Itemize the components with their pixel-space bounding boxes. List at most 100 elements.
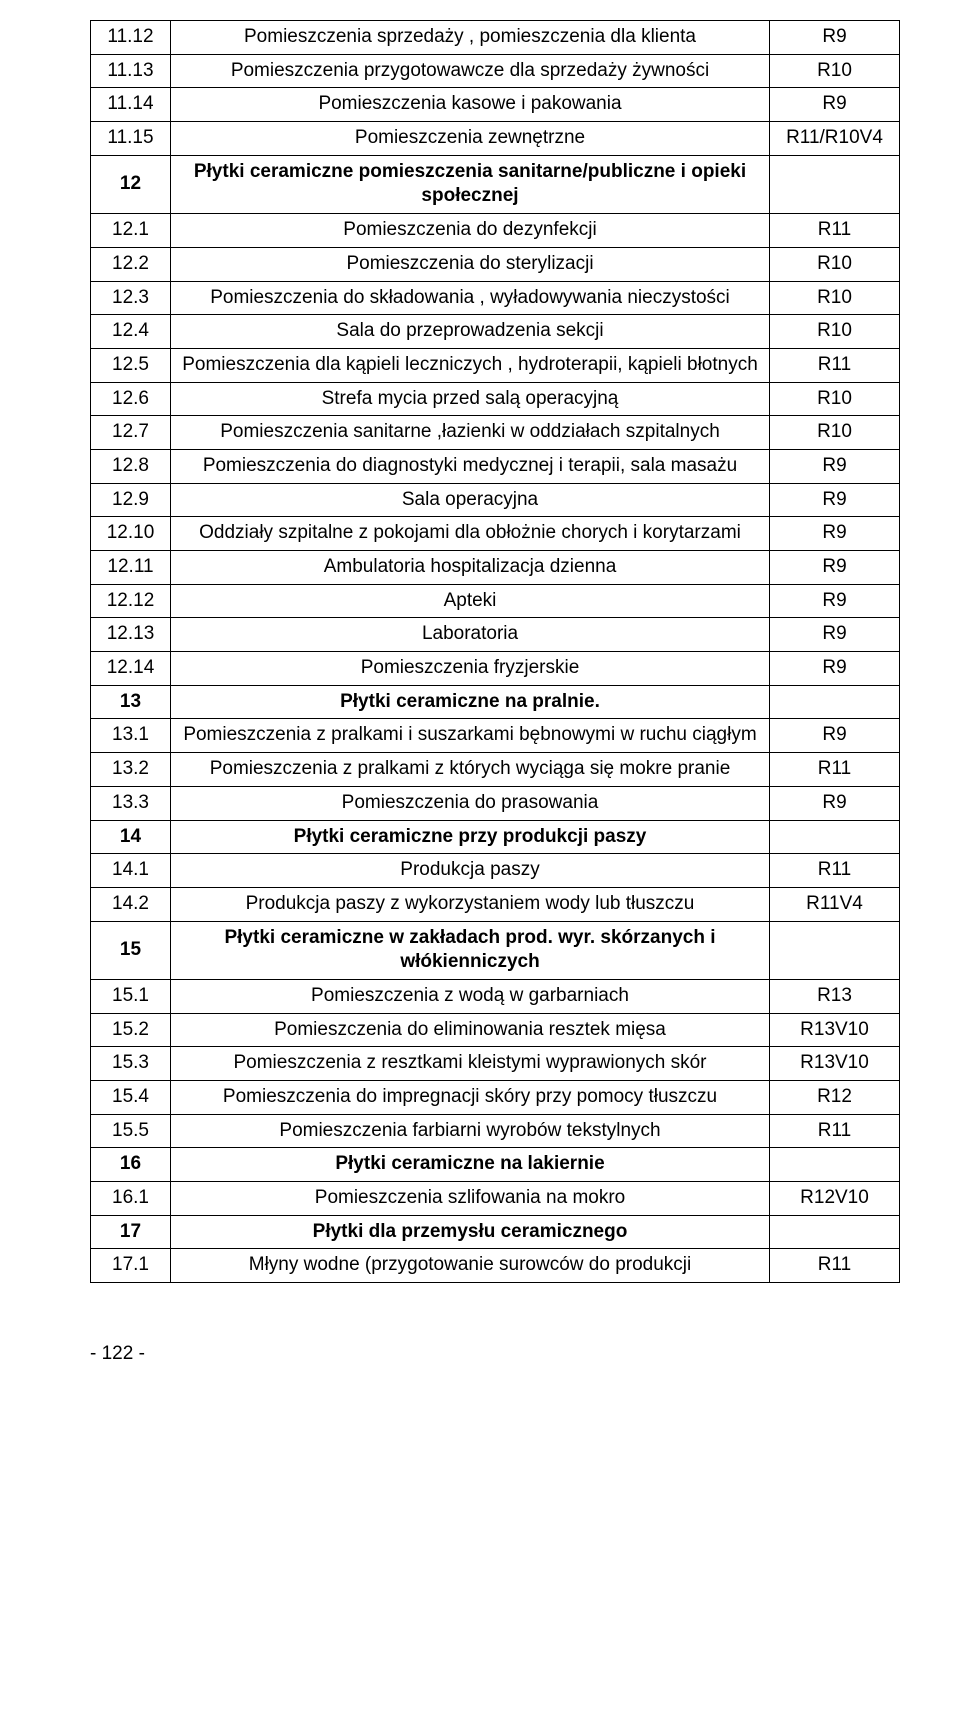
table-row: 15Płytki ceramiczne w zakładach prod. wy… [91, 921, 900, 979]
cell-code: 12.7 [91, 416, 171, 450]
cell-rvalue: R9 [770, 652, 900, 686]
table-row: 13.3Pomieszczenia do prasowaniaR9 [91, 786, 900, 820]
cell-description: Pomieszczenia sprzedaży , pomieszczenia … [171, 21, 770, 55]
cell-rvalue: R11 [770, 214, 900, 248]
table-row: 11.14Pomieszczenia kasowe i pakowaniaR9 [91, 88, 900, 122]
cell-description: Płytki ceramiczne pomieszczenia sanitarn… [171, 155, 770, 213]
cell-code: 12.10 [91, 517, 171, 551]
cell-description: Ambulatoria hospitalizacja dzienna [171, 551, 770, 585]
cell-code: 11.14 [91, 88, 171, 122]
cell-code: 12.6 [91, 382, 171, 416]
table-row: 17Płytki dla przemysłu ceramicznego [91, 1215, 900, 1249]
cell-description: Pomieszczenia do prasowania [171, 786, 770, 820]
table-row: 12.13LaboratoriaR9 [91, 618, 900, 652]
cell-rvalue: R9 [770, 551, 900, 585]
table-row: 15.4Pomieszczenia do impregnacji skóry p… [91, 1081, 900, 1115]
table-row: 14Płytki ceramiczne przy produkcji paszy [91, 820, 900, 854]
cell-description: Pomieszczenia z pralkami z których wycią… [171, 753, 770, 787]
cell-description: Apteki [171, 584, 770, 618]
table-row: 13.2Pomieszczenia z pralkami z których w… [91, 753, 900, 787]
cell-rvalue [770, 1215, 900, 1249]
document-page: 11.12Pomieszczenia sprzedaży , pomieszcz… [0, 0, 960, 1405]
cell-code: 15.3 [91, 1047, 171, 1081]
cell-description: Pomieszczenia do eliminowania resztek mi… [171, 1013, 770, 1047]
cell-code: 14 [91, 820, 171, 854]
cell-description: Pomieszczenia dla kąpieli leczniczych , … [171, 348, 770, 382]
cell-code: 15.5 [91, 1114, 171, 1148]
cell-code: 12.14 [91, 652, 171, 686]
cell-description: Płytki dla przemysłu ceramicznego [171, 1215, 770, 1249]
cell-description: Sala do przeprowadzenia sekcji [171, 315, 770, 349]
cell-description: Pomieszczenia szlifowania na mokro [171, 1182, 770, 1216]
table-row: 15.5Pomieszczenia farbiarni wyrobów teks… [91, 1114, 900, 1148]
cell-description: Pomieszczenia do sterylizacji [171, 247, 770, 281]
cell-description: Oddziały szpitalne z pokojami dla obłożn… [171, 517, 770, 551]
table-row: 12.14Pomieszczenia fryzjerskieR9 [91, 652, 900, 686]
cell-rvalue: R10 [770, 247, 900, 281]
cell-code: 12.5 [91, 348, 171, 382]
cell-code: 15 [91, 921, 171, 979]
table-row: 12.2Pomieszczenia do sterylizacjiR10 [91, 247, 900, 281]
table-row: 12.8Pomieszczenia do diagnostyki medyczn… [91, 449, 900, 483]
cell-rvalue: R11 [770, 1114, 900, 1148]
cell-code: 13.3 [91, 786, 171, 820]
cell-rvalue: R11 [770, 854, 900, 888]
cell-code: 11.13 [91, 54, 171, 88]
cell-description: Płytki ceramiczne w zakładach prod. wyr.… [171, 921, 770, 979]
cell-code: 12.2 [91, 247, 171, 281]
table-row: 11.13Pomieszczenia przygotowawcze dla sp… [91, 54, 900, 88]
cell-code: 11.12 [91, 21, 171, 55]
cell-code: 13 [91, 685, 171, 719]
cell-description: Pomieszczenia do diagnostyki medycznej i… [171, 449, 770, 483]
cell-code: 11.15 [91, 122, 171, 156]
cell-code: 12.12 [91, 584, 171, 618]
table-row: 16Płytki ceramiczne na lakiernie [91, 1148, 900, 1182]
cell-code: 16 [91, 1148, 171, 1182]
cell-code: 12.3 [91, 281, 171, 315]
table-row: 12.11Ambulatoria hospitalizacja dziennaR… [91, 551, 900, 585]
table-row: 13Płytki ceramiczne na pralnie. [91, 685, 900, 719]
cell-rvalue [770, 685, 900, 719]
cell-code: 14.1 [91, 854, 171, 888]
cell-description: Pomieszczenia do impregnacji skóry przy … [171, 1081, 770, 1115]
cell-description: Pomieszczenia do dezynfekcji [171, 214, 770, 248]
table-row: 12Płytki ceramiczne pomieszczenia sanita… [91, 155, 900, 213]
cell-code: 15.4 [91, 1081, 171, 1115]
cell-code: 12.8 [91, 449, 171, 483]
table-row: 15.2Pomieszczenia do eliminowania reszte… [91, 1013, 900, 1047]
table-row: 12.12AptekiR9 [91, 584, 900, 618]
table-row: 12.1Pomieszczenia do dezynfekcjiR11 [91, 214, 900, 248]
table-row: 13.1Pomieszczenia z pralkami i suszarkam… [91, 719, 900, 753]
cell-description: Pomieszczenia farbiarni wyrobów tekstyln… [171, 1114, 770, 1148]
table-row: 12.4Sala do przeprowadzenia sekcjiR10 [91, 315, 900, 349]
cell-code: 12.9 [91, 483, 171, 517]
table-row: 14.1Produkcja paszyR11 [91, 854, 900, 888]
table-row: 12.10Oddziały szpitalne z pokojami dla o… [91, 517, 900, 551]
cell-rvalue: R13V10 [770, 1047, 900, 1081]
cell-code: 12 [91, 155, 171, 213]
table-row: 15.3Pomieszczenia z resztkami kleistymi … [91, 1047, 900, 1081]
table-row: 16.1Pomieszczenia szlifowania na mokroR1… [91, 1182, 900, 1216]
cell-code: 17.1 [91, 1249, 171, 1283]
cell-rvalue: R12 [770, 1081, 900, 1115]
cell-rvalue: R12V10 [770, 1182, 900, 1216]
cell-rvalue [770, 155, 900, 213]
cell-rvalue: R10 [770, 281, 900, 315]
cell-description: Pomieszczenia do składowania , wyładowyw… [171, 281, 770, 315]
page-number: - 122 - [90, 1343, 900, 1365]
cell-rvalue: R9 [770, 483, 900, 517]
cell-code: 12.4 [91, 315, 171, 349]
table-row: 15.1Pomieszczenia z wodą w garbarniachR1… [91, 979, 900, 1013]
cell-rvalue: R9 [770, 88, 900, 122]
cell-rvalue: R9 [770, 21, 900, 55]
cell-description: Pomieszczenia fryzjerskie [171, 652, 770, 686]
table-row: 14.2Produkcja paszy z wykorzystaniem wod… [91, 887, 900, 921]
cell-code: 12.11 [91, 551, 171, 585]
cell-code: 14.2 [91, 887, 171, 921]
table-row: 12.7Pomieszczenia sanitarne ,łazienki w … [91, 416, 900, 450]
cell-rvalue [770, 1148, 900, 1182]
cell-description: Sala operacyjna [171, 483, 770, 517]
cell-rvalue: R9 [770, 786, 900, 820]
cell-rvalue: R10 [770, 54, 900, 88]
cell-code: 12.1 [91, 214, 171, 248]
